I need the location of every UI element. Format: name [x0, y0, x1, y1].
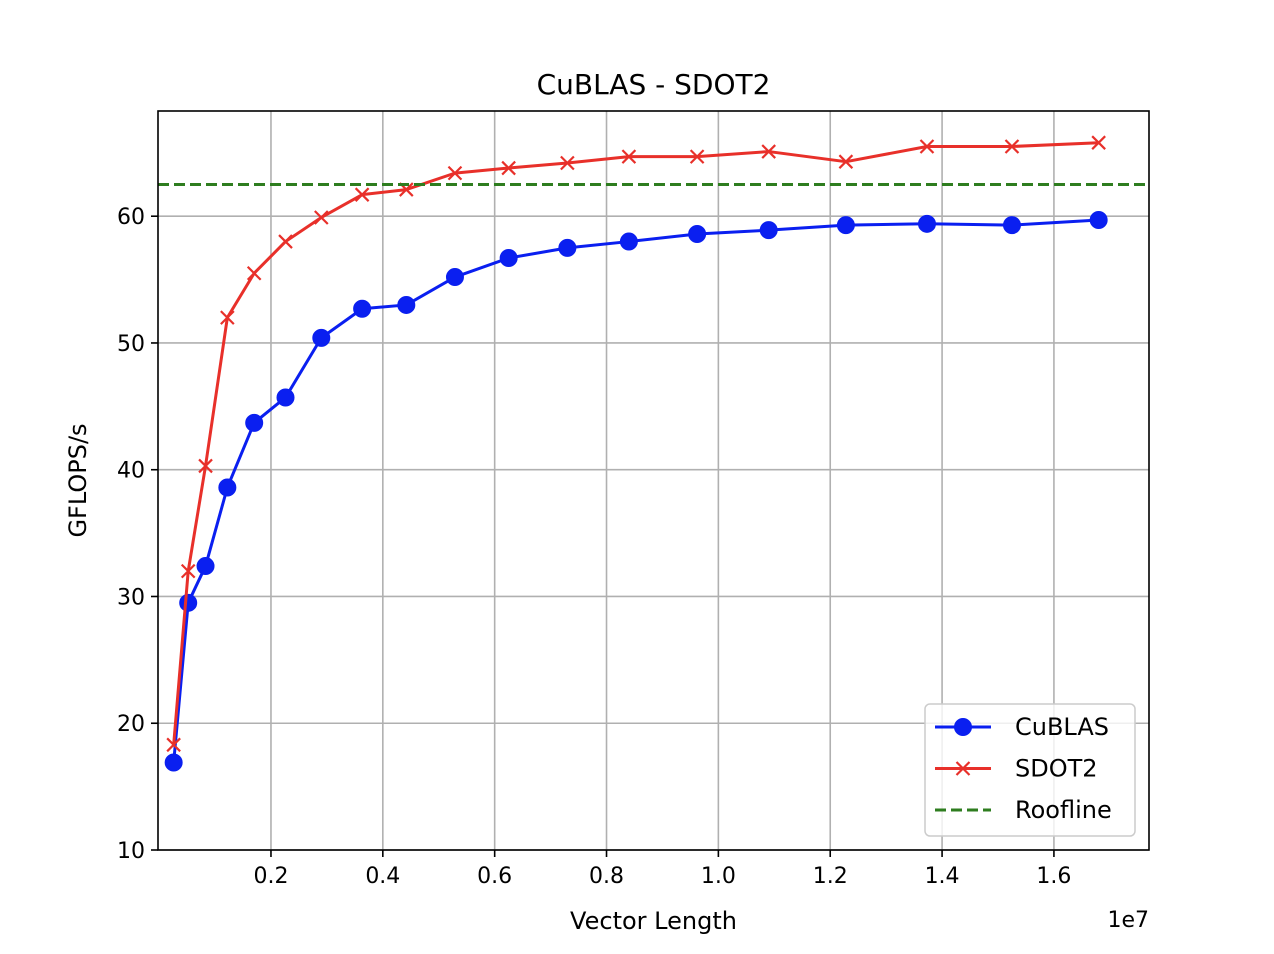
data-point-cublas	[397, 295, 416, 314]
x-tick-label: 1.4	[925, 864, 960, 889]
data-point-cublas	[196, 557, 215, 576]
data-point-cublas	[917, 214, 936, 233]
y-tick-label: 20	[117, 712, 145, 737]
y-tick-label: 50	[117, 332, 145, 357]
data-point-cublas	[445, 268, 464, 287]
data-point-sdot2	[560, 155, 575, 171]
data-point-sdot2	[501, 160, 516, 176]
data-point-cublas	[759, 221, 778, 240]
data-point-cublas	[558, 238, 577, 257]
axis-ticks: 0.2 0.4 0.6 0.8 1.0 1.2 1.4 1.6 10 20 30 40 50 60	[117, 205, 1071, 889]
data-point-sdot2	[838, 154, 854, 169]
x-tick-label: 0.6	[477, 864, 512, 889]
legend-item-roofline: Roofline	[935, 796, 1112, 824]
data-point-sdot2	[198, 458, 213, 474]
data-point-cublas	[1089, 211, 1108, 230]
legend-marker-sdot2	[955, 761, 971, 776]
data-point-sdot2	[166, 737, 181, 753]
data-point-sdot2	[761, 144, 776, 159]
data-point-sdot2	[447, 165, 463, 181]
data-point-cublas	[164, 753, 183, 772]
y-tick-label: 30	[117, 585, 145, 610]
data-point-sdot2	[278, 234, 293, 249]
data-point-cublas	[353, 299, 372, 318]
x-axis-title: Vector Length	[570, 907, 737, 935]
y-tick-label: 10	[117, 839, 145, 864]
legend-box	[924, 703, 1136, 837]
x-tick-label: 1.2	[813, 864, 848, 889]
data-point-cublas	[245, 413, 264, 432]
legend-label-roofline: Roofline	[1015, 796, 1112, 824]
legend-item-cublas: CuBLAS	[935, 713, 1109, 741]
data-point-sdot2	[1004, 139, 1020, 154]
data-point-cublas	[179, 593, 198, 612]
data-point-sdot2	[689, 149, 705, 164]
y-tick-label: 60	[117, 205, 145, 230]
data-point-sdot2	[1091, 135, 1106, 150]
chart-title: CuBLAS - SDOT2	[537, 68, 771, 101]
data-point-cublas	[276, 388, 295, 407]
data-point-cublas	[619, 232, 638, 251]
legend-marker-cublas	[954, 718, 972, 736]
x-tick-label: 1.6	[1036, 864, 1071, 889]
plot-frame	[157, 110, 1150, 851]
series-layer	[158, 135, 1149, 772]
legend-label-sdot2: SDOT2	[1015, 755, 1098, 783]
data-point-cublas	[312, 328, 331, 347]
series-cublas	[164, 211, 1108, 772]
x-tick-label: 1.0	[701, 864, 736, 889]
data-point-cublas	[836, 216, 855, 235]
data-point-cublas	[1002, 216, 1021, 235]
x-axis-offset-text: 1e7	[1107, 908, 1149, 933]
y-tick-label: 40	[117, 459, 145, 484]
data-point-cublas	[218, 478, 237, 497]
x-tick-label: 0.8	[589, 864, 624, 889]
data-point-sdot2	[220, 310, 235, 325]
legend-item-sdot2: SDOT2	[935, 755, 1098, 783]
legend-label-cublas: CuBLAS	[1015, 713, 1109, 741]
legend: CuBLAS SDOT2 Roofline	[924, 703, 1136, 837]
data-point-cublas	[499, 249, 518, 268]
data-point-sdot2	[246, 265, 262, 281]
data-point-sdot2	[621, 149, 637, 164]
data-point-sdot2	[354, 187, 370, 202]
data-point-sdot2	[314, 210, 329, 225]
data-point-sdot2	[180, 563, 196, 579]
x-tick-label: 0.4	[365, 864, 400, 889]
y-axis-title: GFLOPS/s	[64, 423, 92, 537]
data-point-sdot2	[919, 139, 935, 154]
series-sdot2	[166, 135, 1106, 753]
x-tick-label: 0.2	[253, 864, 288, 889]
data-point-cublas	[688, 224, 707, 243]
